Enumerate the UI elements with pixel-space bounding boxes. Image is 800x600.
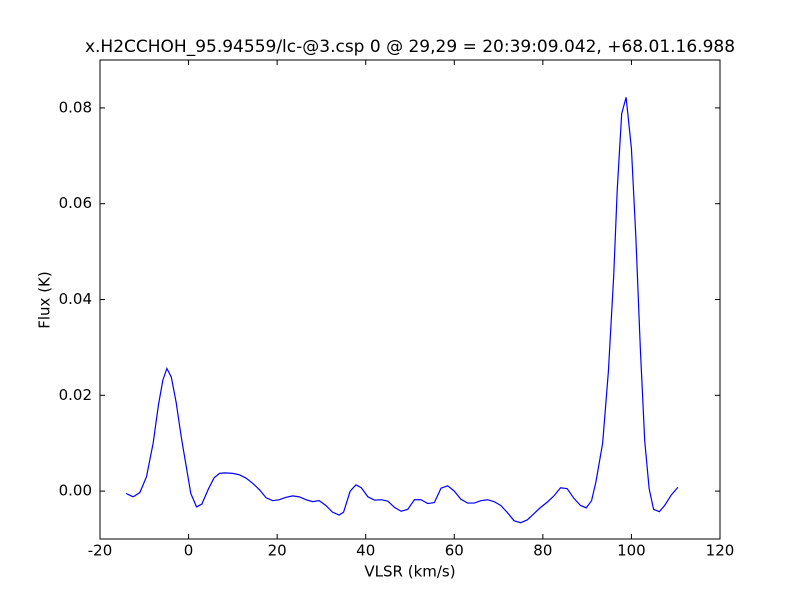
y-tick-label: 0.02 — [59, 386, 92, 404]
x-tick-label: 100 — [617, 542, 646, 560]
data-line — [125, 97, 679, 524]
x-tick-label: 40 — [356, 542, 375, 560]
x-tick-label: 80 — [533, 542, 552, 560]
plot-frame — [99, 59, 721, 540]
x-tick-label: 60 — [445, 542, 464, 560]
y-tick-label: 0.08 — [59, 98, 92, 116]
x-tick-label: 0 — [184, 542, 194, 560]
y-tick-label: 0.00 — [59, 482, 92, 500]
y-axis-label: Flux (K) — [36, 271, 54, 329]
chart-title: x.H2CCHOH_95.94559/lc-@3.csp 0 @ 29,29 =… — [85, 37, 735, 57]
x-tick-label: 20 — [268, 542, 287, 560]
x-tick-label: 120 — [706, 542, 735, 560]
y-tick-label: 0.06 — [59, 194, 92, 212]
x-tick-label: -20 — [88, 542, 113, 560]
y-tick-label: 0.04 — [59, 290, 92, 308]
x-axis-label: VLSR (km/s) — [364, 563, 455, 581]
